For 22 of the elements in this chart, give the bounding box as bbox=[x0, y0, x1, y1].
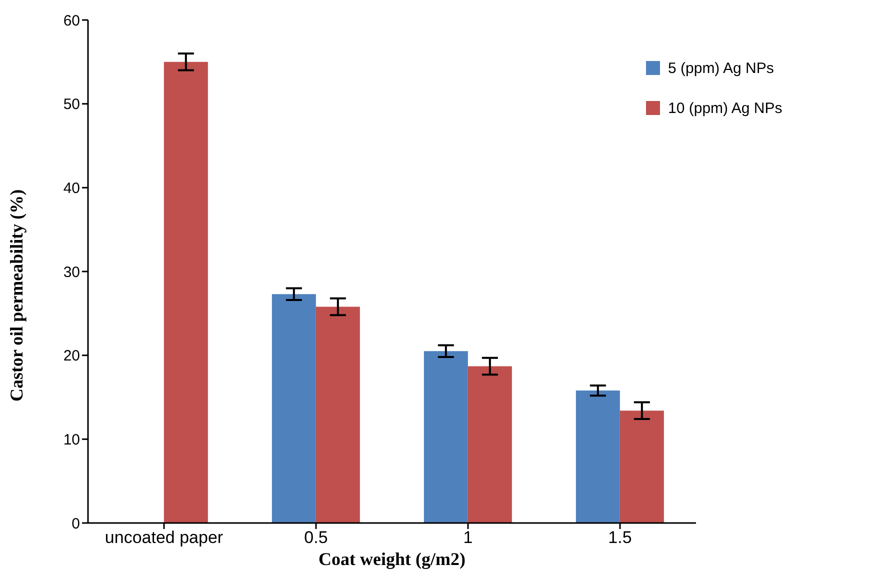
bar bbox=[620, 410, 664, 523]
bar bbox=[164, 62, 208, 523]
y-axis-title: Castor oil permeability (%) bbox=[6, 189, 26, 402]
x-tick-label: 1 bbox=[463, 528, 473, 548]
x-tick-label: uncoated paper bbox=[104, 528, 224, 548]
legend-label: 5 (ppm) Ag NPs bbox=[668, 60, 774, 76]
bar bbox=[468, 366, 512, 523]
y-tick-label: 40 bbox=[63, 180, 80, 197]
bar bbox=[272, 294, 316, 523]
x-axis-title: Coat weight (g/m2) bbox=[318, 549, 466, 569]
y-tick-label: 50 bbox=[63, 96, 80, 114]
y-tick-label: 20 bbox=[63, 348, 80, 365]
bar bbox=[316, 306, 360, 523]
y-tick-label: 60 bbox=[63, 12, 80, 30]
bar bbox=[576, 390, 620, 523]
legend-label: 10 (ppm) Ag NPs bbox=[668, 100, 782, 116]
x-tick-label: 0.5 bbox=[304, 528, 328, 548]
y-tick-label: 10 bbox=[63, 431, 80, 448]
y-tick-label: 0 bbox=[72, 515, 80, 532]
bar bbox=[424, 351, 468, 523]
y-tick-label: 30 bbox=[63, 264, 80, 281]
x-tick-label: 1.5 bbox=[608, 528, 632, 548]
